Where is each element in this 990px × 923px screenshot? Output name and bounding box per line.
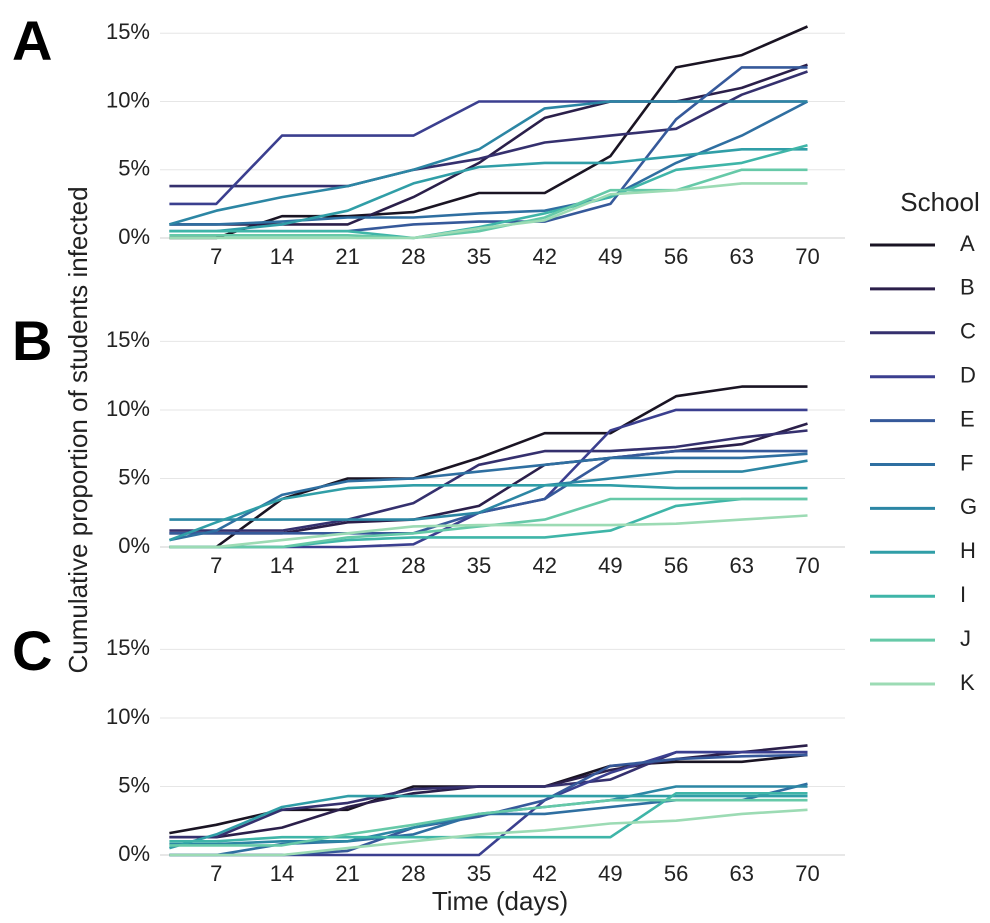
x-tick-label: 7 <box>210 861 222 886</box>
x-tick-label: 70 <box>795 553 819 578</box>
x-tick-label: 49 <box>598 553 622 578</box>
series-line <box>169 753 808 857</box>
y-tick-label: 15% <box>106 327 150 352</box>
y-tick-label: 0% <box>118 841 150 866</box>
series-line <box>169 750 808 839</box>
legend-label: G <box>960 494 977 519</box>
series-line <box>169 148 808 233</box>
series-line <box>169 750 808 857</box>
legend-label: H <box>960 538 976 563</box>
y-tick-label: 5% <box>118 156 150 181</box>
x-tick-label: 7 <box>210 553 222 578</box>
x-axis-title: Time (days) <box>432 886 568 916</box>
x-tick-label: 14 <box>270 861 294 886</box>
legend-label: F <box>960 450 973 475</box>
x-tick-label: 14 <box>270 553 294 578</box>
series-line <box>169 452 808 542</box>
series-line <box>169 744 808 839</box>
x-tick-label: 35 <box>467 861 491 886</box>
legend-title: School <box>900 187 980 217</box>
series-line <box>169 168 808 240</box>
series-line <box>169 385 808 549</box>
panel-label: C <box>12 619 52 682</box>
y-tick-label: 5% <box>118 772 150 797</box>
x-tick-label: 21 <box>335 553 359 578</box>
y-tick-label: 10% <box>106 396 150 421</box>
series-line <box>169 429 808 532</box>
x-tick-label: 70 <box>795 861 819 886</box>
legend-label: I <box>960 582 966 607</box>
x-tick-label: 7 <box>210 244 222 269</box>
series-line <box>169 70 808 188</box>
series-line <box>169 182 808 240</box>
y-tick-label: 10% <box>106 704 150 729</box>
x-tick-label: 21 <box>335 244 359 269</box>
series-line <box>169 794 808 850</box>
x-tick-label: 42 <box>532 244 556 269</box>
x-tick-label: 28 <box>401 244 425 269</box>
x-tick-label: 14 <box>270 244 294 269</box>
series-line <box>169 63 808 226</box>
panel-label: A <box>12 9 52 72</box>
x-tick-label: 70 <box>795 244 819 269</box>
x-tick-label: 28 <box>401 861 425 886</box>
x-tick-label: 56 <box>664 244 688 269</box>
x-tick-label: 21 <box>335 861 359 886</box>
x-tick-label: 63 <box>730 861 754 886</box>
x-tick-label: 49 <box>598 861 622 886</box>
series-line <box>169 459 808 521</box>
series-line <box>169 808 808 857</box>
legend-label: J <box>960 626 971 651</box>
x-tick-label: 35 <box>467 244 491 269</box>
x-tick-label: 56 <box>664 553 688 578</box>
y-tick-label: 0% <box>118 224 150 249</box>
y-tick-label: 10% <box>106 87 150 112</box>
legend-label: E <box>960 406 975 431</box>
series-line <box>169 798 808 847</box>
y-axis-title: Cumulative proportion of students infect… <box>63 186 93 673</box>
x-tick-label: 49 <box>598 244 622 269</box>
series-line <box>169 100 808 226</box>
x-tick-label: 42 <box>532 861 556 886</box>
y-tick-label: 0% <box>118 533 150 558</box>
x-tick-label: 63 <box>730 244 754 269</box>
legend-label: C <box>960 319 976 344</box>
y-tick-label: 15% <box>106 19 150 44</box>
panel-label: B <box>12 309 52 372</box>
series-line <box>169 25 809 240</box>
series-line <box>169 514 808 549</box>
x-tick-label: 35 <box>467 553 491 578</box>
legend-label: A <box>960 231 975 256</box>
x-tick-label: 42 <box>532 553 556 578</box>
legend-label: D <box>960 363 976 388</box>
series-line <box>169 792 808 843</box>
x-tick-label: 63 <box>730 553 754 578</box>
series-line <box>169 100 809 226</box>
y-tick-label: 15% <box>106 635 150 660</box>
legend-label: B <box>960 275 975 300</box>
legend-label: K <box>960 670 975 695</box>
series-line <box>168 484 808 542</box>
x-tick-label: 56 <box>664 861 688 886</box>
y-tick-label: 5% <box>118 464 150 489</box>
x-tick-label: 28 <box>401 553 425 578</box>
